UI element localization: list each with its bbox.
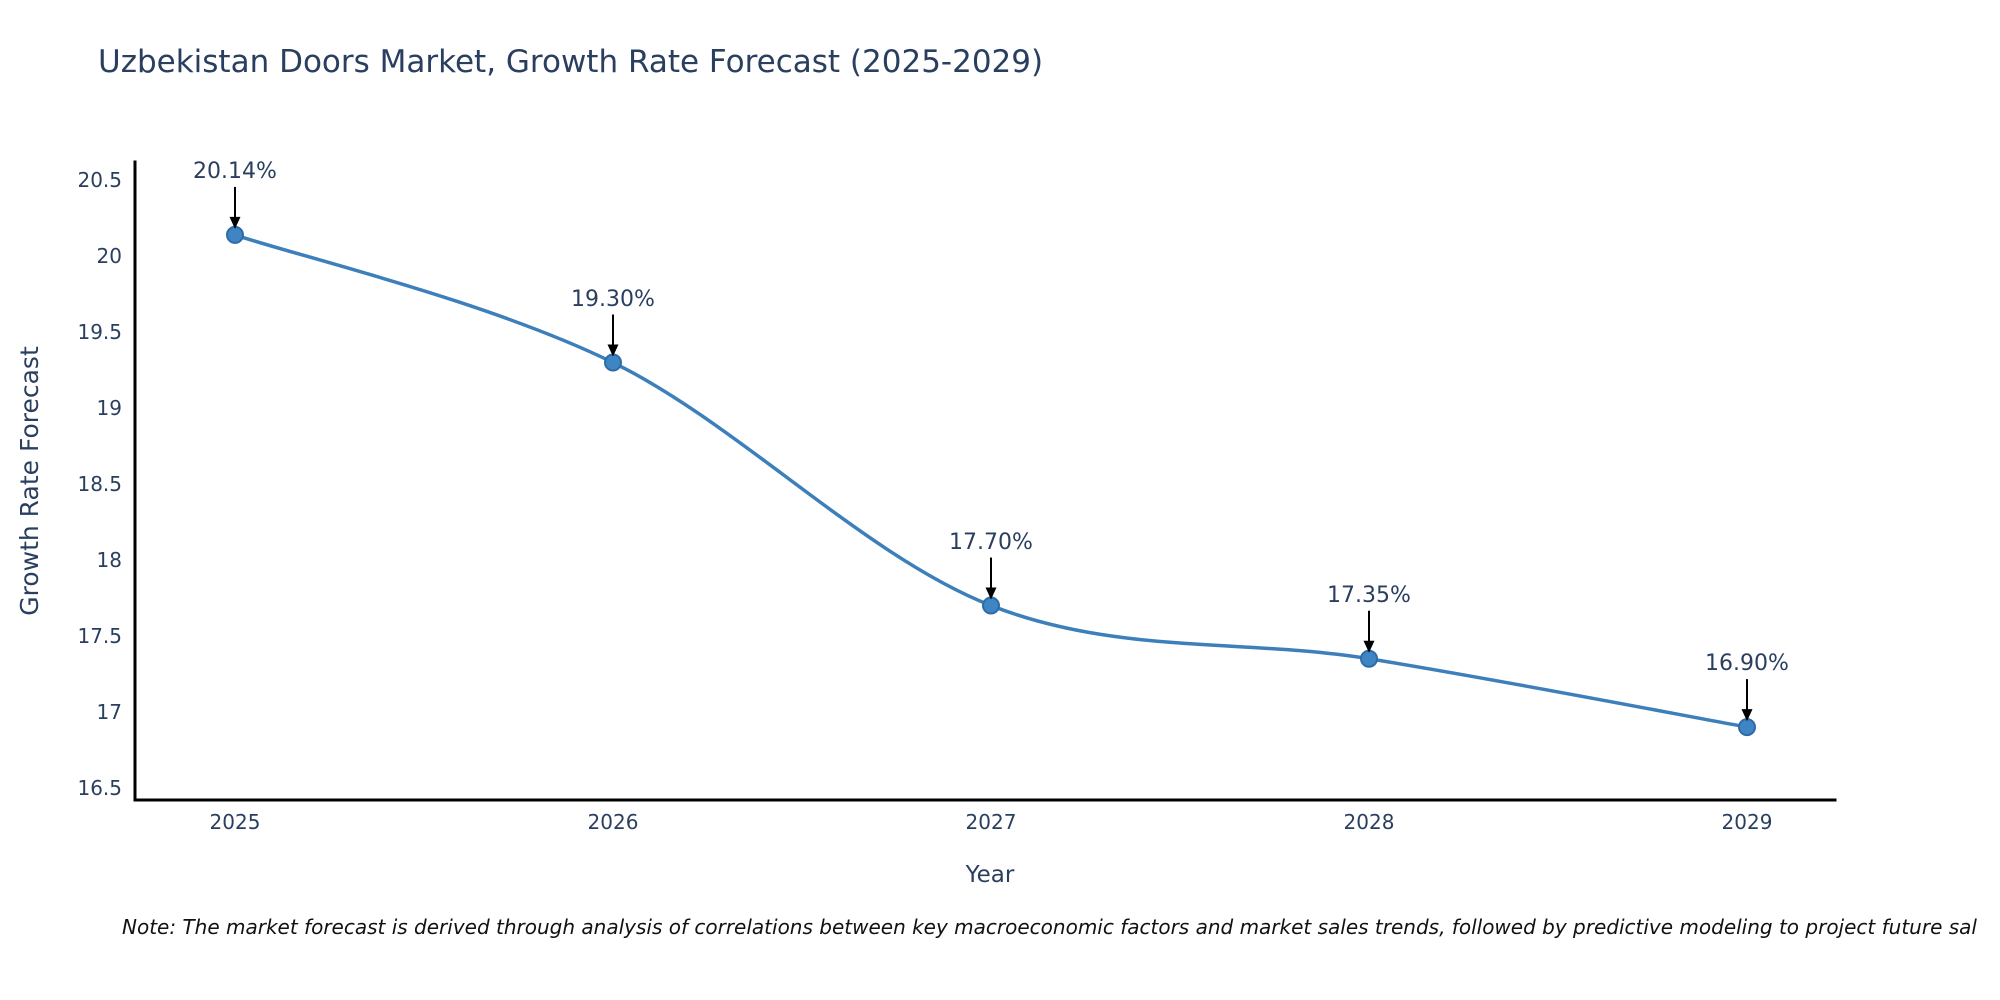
x-tick-label: 2029 <box>1721 810 1773 834</box>
x-tick-label: 2025 <box>209 810 261 834</box>
annotation-arrowhead <box>229 216 241 229</box>
chart-title: Uzbekistan Doors Market, Growth Rate For… <box>98 44 1044 80</box>
axis-lines <box>133 160 1837 802</box>
x-tick-label: 2027 <box>965 810 1017 834</box>
y-tick-label: 20.5 <box>77 168 122 193</box>
trend-line <box>234 233 1748 729</box>
data-point-marker <box>226 225 244 244</box>
annotation-arrowhead <box>607 344 619 357</box>
y-tick-label: 18 <box>96 547 122 572</box>
point-annotation: 16.90% <box>1705 651 1789 677</box>
data-point-marker <box>982 596 1000 615</box>
y-tick-label: 17.5 <box>77 623 122 648</box>
y-tick-label: 17 <box>96 699 122 724</box>
y-tick-label: 19.5 <box>77 320 122 345</box>
y-tick-label: 18.5 <box>77 472 122 497</box>
point-annotation: 20.14% <box>193 158 277 184</box>
y-tick-label: 19 <box>96 396 122 421</box>
annotation-arrowhead <box>1741 709 1753 722</box>
point-annotation: 17.35% <box>1327 582 1411 608</box>
point-annotation: 19.30% <box>571 286 655 312</box>
x-tick-label: 2026 <box>587 810 639 834</box>
point-annotation: 17.70% <box>949 529 1033 555</box>
x-tick-label: 2028 <box>1343 810 1395 834</box>
x-axis-title: Year <box>965 862 1015 888</box>
y-tick-label: 16.5 <box>77 775 122 800</box>
footnote: Note: The market forecast is derived thr… <box>122 915 1977 939</box>
y-tick-label: 20 <box>96 244 122 269</box>
data-point-marker <box>1738 718 1756 737</box>
data-point-marker <box>604 353 622 372</box>
annotation-arrowhead <box>1363 640 1375 653</box>
annotation-arrowhead <box>985 587 997 600</box>
data-point-marker <box>1360 649 1378 668</box>
